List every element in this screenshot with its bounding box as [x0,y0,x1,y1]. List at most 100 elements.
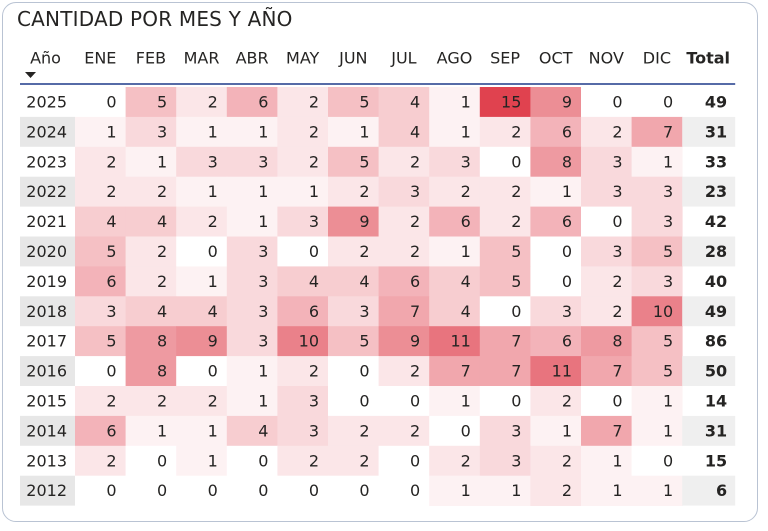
cell-2025-mar [176,87,228,118]
cell-2019-jun [328,266,379,297]
cell-value-2017-oct: 6 [562,332,572,351]
cell-value-2016-feb: 8 [157,362,167,381]
cell-value-2017-nov: 8 [612,332,622,351]
cell-value-2014-oct: 1 [562,421,572,440]
cell-value-2016-abr: 1 [258,362,268,381]
cell-2023-feb [125,146,177,178]
cell-value-2021-feb: 4 [157,212,167,231]
cell-value-2020-sep: 5 [511,242,521,261]
cell-2014-abr [226,415,278,447]
cell-value-2022-mar: 1 [208,182,218,201]
cell-2024-may [277,116,329,148]
cell-value-2017-may: 10 [299,332,319,351]
month-header-jun: JUN [338,49,367,68]
cell-value-2023-abr: 3 [258,152,268,171]
row-band-2012 [20,475,75,506]
cell-2021-ene [75,206,126,237]
total-value-2021: 42 [705,212,727,231]
cell-2024-jun [328,116,379,148]
cell-2025-may [277,87,329,118]
cell-value-2018-mar: 4 [208,302,218,321]
cell-value-2022-jun: 2 [359,182,369,201]
total-band-2024 [682,116,736,147]
cell-2022-abr [226,176,278,207]
cell-2023-abr [226,146,278,178]
cell-value-2014-dic: 1 [663,421,673,440]
cell-2018-oct [530,296,582,327]
cell-value-2024-mar: 1 [208,122,218,141]
cell-2018-dic [631,296,683,327]
month-header-dic: DIC [643,49,671,68]
cell-value-2019-nov: 2 [612,272,622,291]
cell-2023-nov [581,146,632,178]
cell-value-2024-ago: 1 [461,122,471,141]
cell-2022-jun [328,176,379,207]
cell-value-2022-jul: 3 [410,182,420,201]
cell-value-2014-nov: 7 [612,421,622,440]
cell-2013-ene [75,445,126,477]
month-header-mar: MAR [184,49,220,68]
cell-2012-jul [378,475,430,506]
cell-2020-may [277,236,329,267]
cell-value-2013-oct: 2 [562,451,572,470]
cell-2024-sep [479,116,531,148]
cell-value-2014-mar: 1 [208,421,218,440]
cell-value-2019-oct: 0 [562,272,572,291]
cell-2016-jun [328,356,379,387]
month-header-ene: ENE [84,49,116,68]
cell-value-2017-jul: 9 [410,332,420,351]
cell-2017-nov [581,326,632,357]
cell-value-2012-jun: 0 [359,481,369,500]
cell-2020-mar [176,236,228,267]
row-band-2020 [20,236,75,267]
cell-2020-oct [530,236,582,267]
cell-2022-feb [125,176,177,207]
month-header-oct: OCT [539,49,573,68]
year-label-2017: 2017 [26,332,67,351]
cell-2014-oct [530,415,582,447]
cell-value-2024-jun: 1 [359,122,369,141]
cell-value-2021-ene: 4 [106,212,116,231]
cell-value-2015-abr: 1 [258,391,268,410]
cell-2019-ago [429,266,481,297]
cell-value-2013-jul: 0 [410,451,420,470]
cell-value-2020-mar: 0 [208,242,218,261]
year-label-2019: 2019 [26,272,67,291]
cell-2022-ago [429,176,481,207]
cell-2019-may [277,266,329,297]
total-value-2016: 50 [705,362,727,381]
cell-value-2015-feb: 2 [157,391,167,410]
cell-value-2013-ago: 2 [461,451,471,470]
cell-value-2020-ene: 5 [106,242,116,261]
month-header-nov: NOV [589,49,624,68]
cell-value-2023-may: 2 [309,152,319,171]
cell-2019-jul [378,266,430,297]
cell-value-2012-sep: 1 [511,481,521,500]
cell-value-2024-abr: 1 [258,122,268,141]
cell-2022-oct [530,176,582,207]
cell-2024-mar [176,116,228,148]
cell-value-2014-sep: 3 [511,421,521,440]
cell-2013-abr [226,445,278,477]
cell-2025-feb [125,87,177,118]
cell-2017-feb [125,326,177,357]
cell-2017-may [277,326,329,357]
cell-value-2018-jul: 7 [410,302,420,321]
cell-value-2013-abr: 0 [258,451,268,470]
cell-2014-sep [479,415,531,447]
cell-value-2025-oct: 9 [562,92,572,111]
cell-2015-ago [429,386,481,417]
year-label-2012: 2012 [26,481,67,500]
cell-2016-abr [226,356,278,387]
cell-value-2012-jul: 0 [410,481,420,500]
cell-value-2012-oct: 2 [562,481,572,500]
cell-value-2016-dic: 5 [663,362,673,381]
cell-2020-nov [581,236,632,267]
cell-2013-oct [530,445,582,477]
cell-2021-abr [226,206,278,237]
total-band-2016 [682,356,736,386]
sort-descending-icon[interactable] [25,72,36,78]
cell-2021-oct [530,206,582,237]
month-header-jul: JUL [390,49,416,68]
row-band-2014 [20,415,75,446]
